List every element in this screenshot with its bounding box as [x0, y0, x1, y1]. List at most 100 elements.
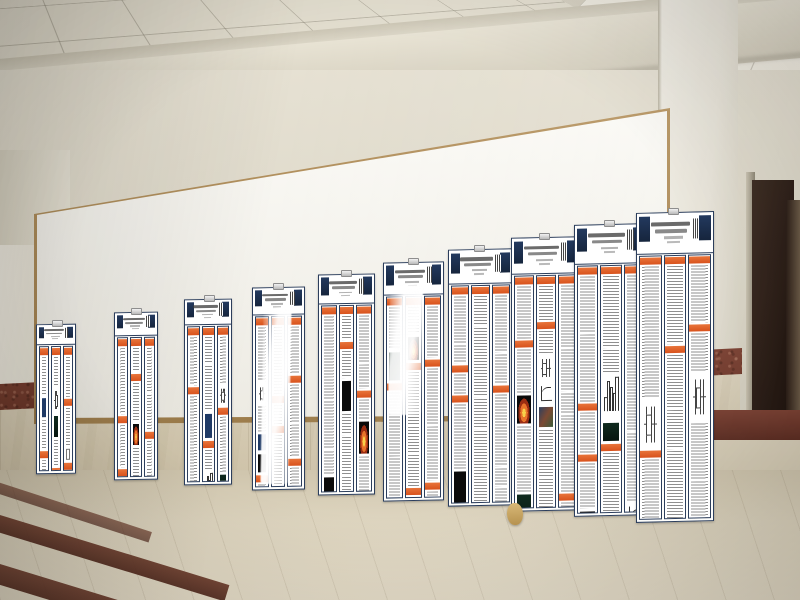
poster-mounting-clip[interactable] — [408, 257, 420, 265]
poster-columns — [37, 344, 75, 473]
section-header-bar — [600, 444, 621, 452]
poster-columns — [637, 252, 713, 522]
body-text-block — [408, 496, 420, 498]
poster-mounting-clip[interactable] — [273, 282, 285, 290]
body-text-block — [324, 379, 334, 400]
poster-figure — [54, 416, 58, 438]
poster-column[interactable] — [450, 285, 469, 504]
qr-code-icon[interactable] — [219, 303, 224, 316]
qr-code-icon[interactable] — [692, 217, 700, 239]
section-header-bar — [664, 345, 686, 353]
poster-subtitle-line — [463, 263, 491, 267]
poster[interactable] — [184, 298, 233, 486]
qr-code-icon[interactable] — [427, 266, 433, 283]
poster-column[interactable] — [338, 305, 355, 493]
body-text-block — [427, 368, 439, 425]
poster[interactable] — [447, 248, 513, 507]
poster-column[interactable] — [201, 325, 215, 482]
body-text-block — [341, 477, 352, 493]
body-text-block — [516, 451, 531, 492]
poster-column[interactable] — [491, 284, 510, 503]
body-text-block — [359, 399, 370, 420]
qr-code-icon[interactable] — [561, 242, 568, 261]
poster-column[interactable] — [321, 305, 337, 493]
poster-column[interactable] — [386, 295, 404, 499]
poster-column[interactable] — [39, 346, 49, 472]
section-header-bar — [52, 467, 60, 472]
qr-code-icon[interactable] — [145, 315, 150, 327]
section-header-bar — [202, 441, 214, 449]
poster-figure — [359, 421, 370, 454]
poster-logo-right — [293, 289, 302, 306]
poster[interactable] — [636, 211, 714, 523]
poster-mounting-clip[interactable] — [603, 220, 615, 228]
qr-code-icon[interactable] — [627, 230, 634, 250]
poster-mounting-clip[interactable] — [341, 270, 353, 278]
section-header-bar — [492, 286, 509, 295]
poster-column[interactable] — [287, 315, 302, 487]
body-text-block — [133, 447, 139, 477]
body-text-block — [408, 306, 420, 334]
poster-mounting-clip[interactable] — [51, 320, 63, 327]
poster-column[interactable] — [187, 326, 200, 483]
poster[interactable] — [383, 261, 445, 502]
poster-figure — [453, 471, 466, 504]
qr-code-icon[interactable] — [289, 291, 295, 305]
poster[interactable] — [510, 236, 581, 513]
poster-column[interactable] — [130, 335, 142, 477]
section-header-bar — [117, 338, 128, 346]
poster-board[interactable] — [34, 108, 714, 526]
section-header-bar — [64, 398, 72, 406]
poster-column[interactable] — [513, 275, 534, 510]
qr-code-icon[interactable] — [494, 254, 501, 272]
poster-mounting-clip[interactable] — [474, 245, 486, 253]
poster-subtitle-line — [398, 274, 424, 279]
poster-column[interactable] — [216, 325, 230, 482]
poster-column[interactable] — [470, 285, 490, 504]
poster-column[interactable] — [51, 346, 61, 472]
qr-code-icon[interactable] — [359, 278, 365, 294]
qr-code-icon[interactable] — [64, 327, 69, 338]
poster-column[interactable] — [143, 335, 155, 477]
poster-figure — [133, 423, 139, 445]
section-header-bar — [689, 256, 711, 264]
poster-column[interactable] — [116, 336, 129, 477]
poster[interactable] — [113, 311, 158, 480]
poster-figure — [408, 336, 420, 361]
poster-affiliation-line — [407, 284, 418, 286]
section-header-bar — [288, 457, 301, 466]
poster-column[interactable] — [576, 265, 598, 515]
poster[interactable] — [36, 323, 76, 475]
poster-mounting-clip[interactable] — [203, 295, 215, 303]
poster-header — [637, 212, 713, 255]
poster[interactable] — [251, 286, 305, 491]
poster-column[interactable] — [254, 315, 270, 488]
poster-subtitle-line — [528, 251, 557, 256]
poster-column[interactable] — [535, 275, 556, 509]
poster-column[interactable] — [663, 254, 687, 520]
body-text-block — [453, 296, 466, 344]
poster-column[interactable] — [405, 295, 423, 498]
body-text-block — [341, 351, 352, 379]
poster[interactable] — [318, 273, 376, 496]
body-text-block — [408, 454, 420, 486]
poster-logo-right — [363, 276, 373, 295]
poster-affiliation-line — [341, 295, 350, 297]
body-text-block — [341, 316, 352, 341]
section-header-bar — [64, 347, 72, 356]
poster-column[interactable] — [639, 255, 662, 520]
poster-mounting-clip[interactable] — [539, 232, 551, 240]
section-header-bar — [255, 318, 269, 326]
poster-figure — [42, 398, 46, 418]
section-header-bar — [514, 339, 533, 348]
poster-column[interactable] — [424, 294, 442, 498]
poster-mounting-clip[interactable] — [667, 208, 679, 215]
poster-column[interactable] — [271, 315, 286, 488]
body-text-block — [602, 453, 619, 514]
poster-columns — [449, 283, 512, 506]
poster-column[interactable] — [356, 305, 373, 493]
poster-column[interactable] — [599, 264, 622, 514]
poster-column[interactable] — [63, 345, 73, 471]
poster-mounting-clip[interactable] — [131, 307, 143, 315]
poster-column[interactable] — [688, 254, 712, 519]
